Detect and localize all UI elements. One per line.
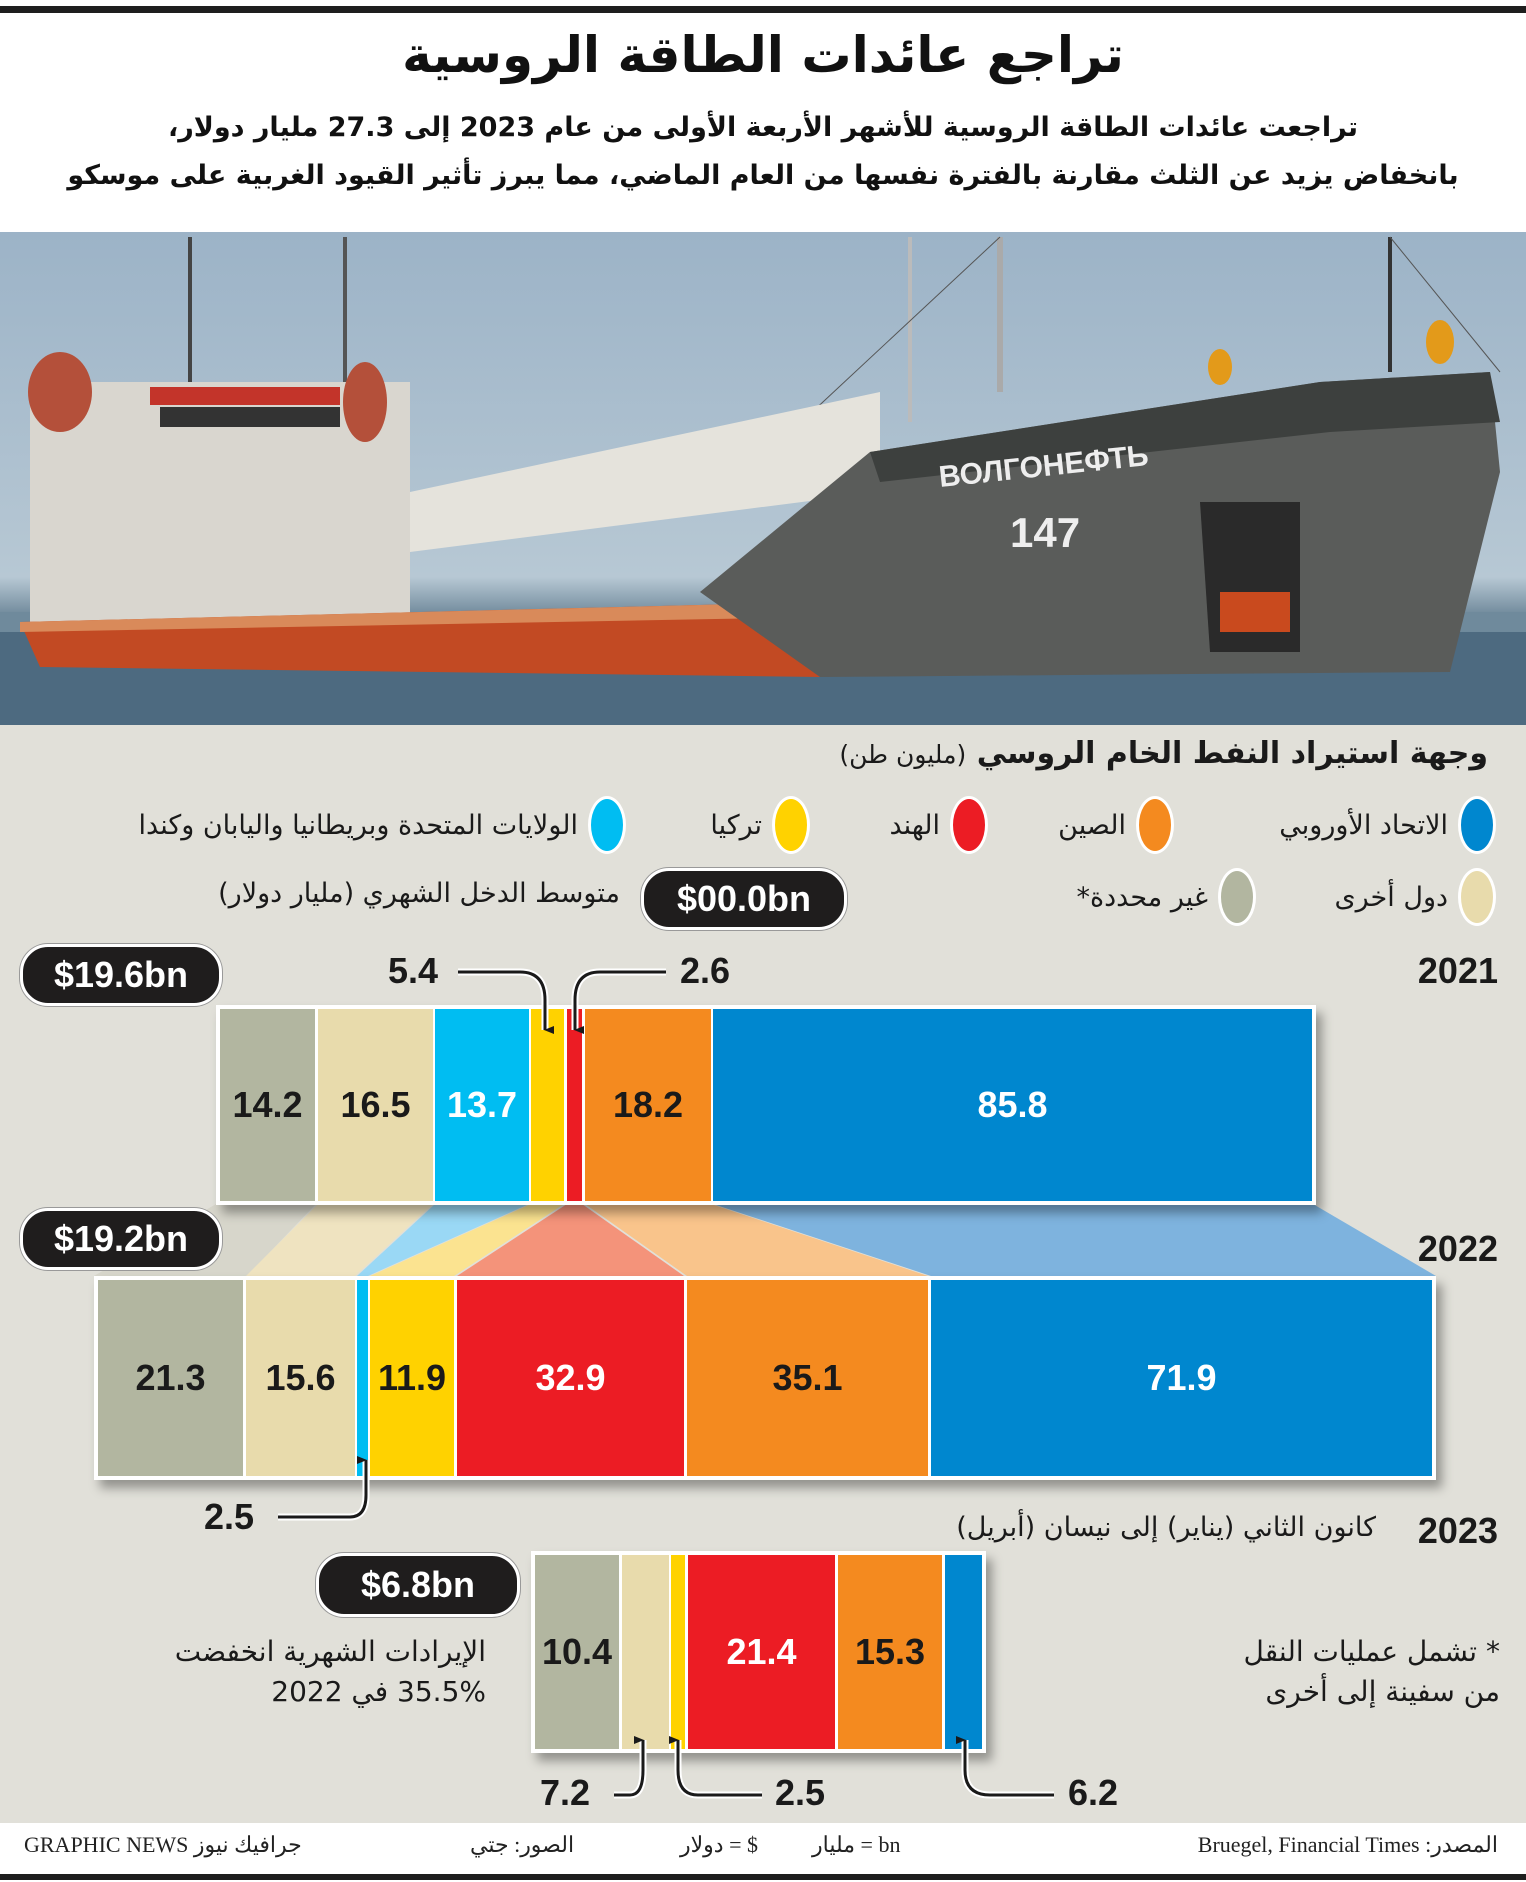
- income-2022-pill: $19.2bn: [20, 1208, 222, 1270]
- turkey-swatch-icon: [772, 796, 810, 854]
- revenue-note-line2: 35.5% في 2022: [271, 1675, 486, 1708]
- legend-item-turkey: تركيا: [710, 796, 810, 854]
- seg-2023-turkey: [671, 1555, 685, 1749]
- ship-number-text: 147: [1010, 509, 1080, 556]
- photo-credit: الصور: جتي: [470, 1832, 575, 1857]
- period-2023-label: كانون الثاني (يناير) إلى نيسان (أبريل): [956, 1512, 1376, 1543]
- chart-title-main: وجهة استيراد النفط الخام الروسي: [976, 736, 1488, 771]
- year-2021-label: 2021: [1417, 950, 1498, 991]
- seg-2023-other: [622, 1555, 669, 1749]
- china-swatch-icon: [1136, 796, 1174, 854]
- seg-2022-us: [357, 1280, 368, 1476]
- unspecified-swatch-icon: [1218, 868, 1256, 926]
- callout-2023-turkey: 2.5: [775, 1772, 826, 1813]
- year-2022-label: 2022: [1417, 1228, 1498, 1269]
- seg-2022-china: 35.1: [687, 1280, 928, 1476]
- chart-title-unit: (مليون طن): [839, 740, 967, 769]
- footnote: * تشمل عمليات النقل من سفينة إلى أخرى: [1244, 1632, 1501, 1712]
- seg-2021-unspecified: 14.2: [220, 1009, 315, 1201]
- seg-2021-india: [567, 1009, 582, 1201]
- callout-2023-eu: 6.2: [1068, 1772, 1119, 1813]
- other-swatch-icon: [1458, 868, 1496, 926]
- legend-item-other: دول أخرى: [1335, 868, 1496, 926]
- legend-label: تركيا: [710, 809, 762, 841]
- source-credit: المصدر: Bruegel, Financial Times: [1197, 1832, 1498, 1857]
- legend-label: الاتحاد الأوروبي: [1279, 809, 1448, 841]
- page-title: تراجع عائدات الطاقة الروسية: [402, 26, 1124, 84]
- seg-2023-eu: [945, 1555, 982, 1749]
- seg-2023-india: 21.4: [688, 1555, 835, 1749]
- seg-2021-us: 13.7: [435, 1009, 529, 1201]
- seg-2022-eu: 71.9: [931, 1280, 1432, 1476]
- tanker-illustration: ВОЛГОНЕФТЬ 147: [0, 236, 1526, 725]
- callout-2023-other: 7.2: [540, 1772, 591, 1813]
- legend-item-eu: الاتحاد الأوروبي: [1279, 796, 1496, 854]
- callout-2021-india: 2.6: [680, 950, 731, 991]
- usd-definition: $ = دولار: [680, 1832, 758, 1857]
- legend-label: متوسط الدخل الشهري (مليار دولار): [218, 878, 620, 909]
- callout-2022-us: 2.5: [204, 1496, 255, 1537]
- graphic-news-credit: GRAPHIC NEWS جرافيك نيوز: [24, 1832, 302, 1857]
- legend-label: دول أخرى: [1334, 881, 1448, 913]
- seg-2022-other: 15.6: [246, 1280, 355, 1476]
- bn-definition: bn = مليار: [812, 1832, 901, 1857]
- footer: [0, 1823, 1526, 1873]
- chart-title: وجهة استيراد النفط الخام الروسي (مليون ط…: [839, 736, 1488, 771]
- bar-2021: 14.2 16.5 13.7 18.2 85.8: [216, 1005, 1316, 1205]
- top-rule: [0, 6, 1526, 13]
- subtitle-line-1: تراجعت عائدات الطاقة الروسية للأشهر الأر…: [167, 112, 1359, 143]
- callout-2021-turkey: 5.4: [388, 950, 439, 991]
- seg-2022-india: 32.9: [457, 1280, 684, 1476]
- tanker-photo: ВОЛГОНЕФТЬ 147: [0, 232, 1526, 725]
- india-swatch-icon: [950, 796, 988, 854]
- income-2023-pill: $6.8bn: [316, 1553, 520, 1617]
- subtitle-line-2: بانخفاض يزيد عن الثلث مقارنة بالفترة نفس…: [67, 160, 1459, 191]
- legend-item-china: الصين: [1058, 796, 1174, 854]
- income-legend-label: متوسط الدخل الشهري (مليار دولار): [218, 878, 620, 909]
- seg-2021-turkey: [531, 1009, 564, 1201]
- legend-label: الهند: [889, 809, 941, 841]
- us-swatch-icon: [588, 796, 626, 854]
- footnote-line2: من سفينة إلى أخرى: [1265, 1675, 1500, 1708]
- bottom-rule: [0, 1874, 1526, 1880]
- legend-label: الولايات المتحدة وبريطانيا واليابان وكند…: [138, 809, 578, 841]
- bar-2023: 10.4 21.4 15.3: [531, 1551, 986, 1753]
- bar-2022: 21.3 15.6 11.9 32.9 35.1 71.9: [94, 1276, 1436, 1480]
- seg-2022-unspecified: 21.3: [98, 1280, 243, 1476]
- income-legend-pill: $00.0bn: [641, 868, 847, 930]
- legend-item-unspecified: غير محددة*: [1077, 868, 1256, 926]
- seg-2022-turkey: 11.9: [370, 1280, 454, 1476]
- legend-label: غير محددة*: [1076, 881, 1208, 913]
- revenue-note: الإيرادات الشهرية انخفضت 35.5% في 2022: [175, 1632, 486, 1712]
- legend-label: الصين: [1058, 809, 1126, 841]
- legend-item-us-uk-japan-canada: الولايات المتحدة وبريطانيا واليابان وكند…: [139, 796, 626, 854]
- revenue-note-line1: الإيرادات الشهرية انخفضت: [174, 1635, 486, 1668]
- footnote-line1: * تشمل عمليات النقل: [1243, 1635, 1501, 1668]
- eu-swatch-icon: [1458, 796, 1496, 854]
- year-2023-label: 2023: [1417, 1510, 1498, 1551]
- seg-2021-eu: 85.8: [713, 1009, 1312, 1201]
- seg-2023-unspecified: 10.4: [535, 1555, 619, 1749]
- legend-item-india: الهند: [889, 796, 988, 854]
- seg-2023-china: 15.3: [838, 1555, 942, 1749]
- seg-2021-china: 18.2: [585, 1009, 711, 1201]
- income-2021-pill: $19.6bn: [20, 944, 222, 1006]
- seg-2021-other: 16.5: [318, 1009, 433, 1201]
